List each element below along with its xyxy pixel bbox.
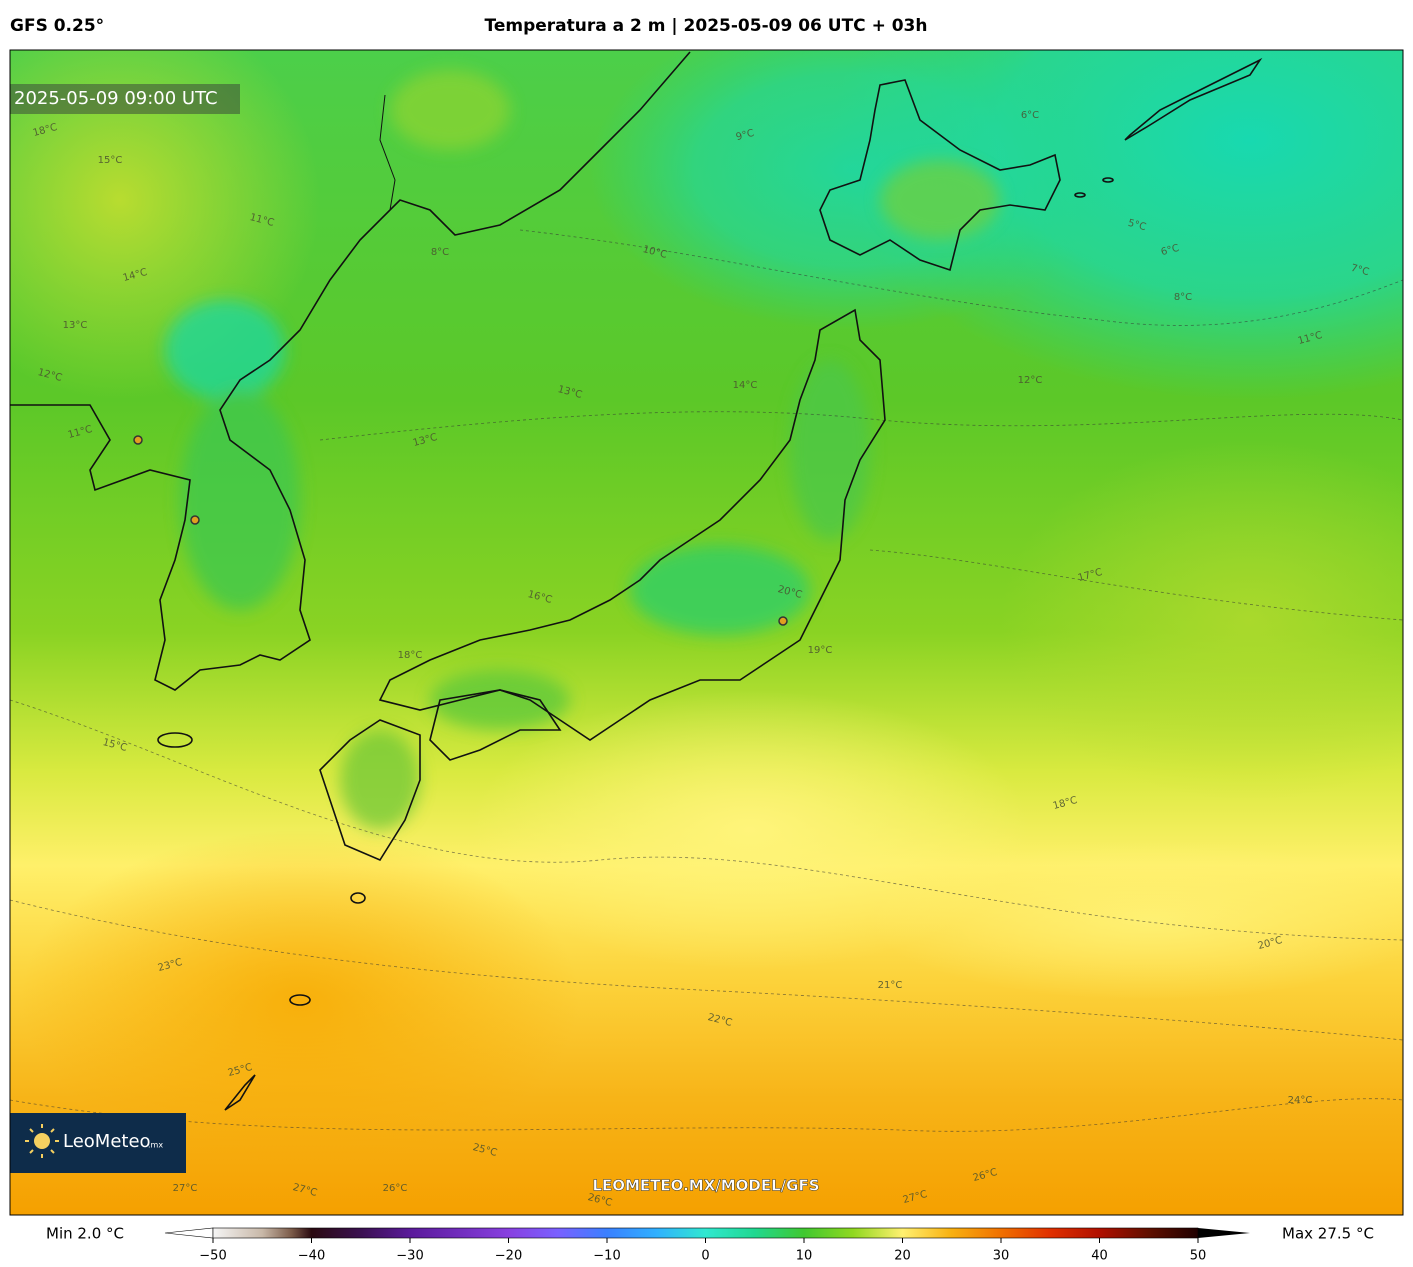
model-label: GFS 0.25° — [10, 16, 104, 36]
colorbar-tick-label: −50 — [199, 1249, 226, 1264]
contour-lines — [10, 229, 1403, 1132]
logo-icon — [25, 1124, 59, 1158]
watermark: LEOMETEO.MX/MODEL/GFS — [592, 1177, 819, 1195]
colorbar-low-extend — [164, 1227, 214, 1239]
map-area: 18°C15°C11°C14°C13°C12°C11°C8°C 10°C9°C6°… — [10, 50, 1403, 1215]
contour-label: 24°C — [1288, 1095, 1313, 1106]
contour-label: 13°C — [63, 320, 88, 331]
contour-label: 15°C — [98, 155, 123, 166]
contour-label: 9°C — [735, 128, 756, 143]
contour-label: 18°C — [398, 650, 423, 661]
colorbar-min: Min 2.0 °C — [46, 1225, 124, 1243]
city-markers — [133, 435, 788, 626]
contour-label: 8°C — [431, 247, 449, 258]
contour-label: 26°C — [383, 1183, 408, 1194]
colorbar-max: Max 27.5 °C — [1282, 1225, 1374, 1243]
contour-label: 6°C — [1160, 243, 1181, 258]
contour-label: 7°C — [1350, 263, 1371, 278]
logo-name: LeoMeteo — [63, 1131, 151, 1152]
contour-label: 8°C — [1174, 292, 1192, 303]
colorbar-tick-label: −10 — [593, 1249, 620, 1264]
colorbar-tick-label: −20 — [495, 1249, 522, 1264]
contour-label: 6°C — [1021, 110, 1039, 121]
contour-label: 14°C — [733, 380, 758, 391]
coastlines — [10, 51, 1263, 1111]
colorbar-tick-label: 30 — [993, 1249, 1010, 1264]
map-title: Temperatura a 2 m | 2025-05-09 06 UTC + … — [485, 16, 928, 36]
colorbar-tick-label: −40 — [298, 1249, 325, 1264]
map-frame — [9, 49, 1404, 1216]
colorbar-tick-label: 10 — [796, 1249, 813, 1264]
colorbar-tick-label: 40 — [1091, 1249, 1108, 1264]
colorbar-high-extend — [1198, 1228, 1250, 1238]
colorbar-tick-label: 20 — [894, 1249, 911, 1264]
valid-time: 2025-05-09 09:00 UTC — [14, 88, 218, 109]
contour-label: 19°C — [808, 645, 833, 656]
contour-label: 21°C — [878, 980, 903, 991]
contour-label: 27°C — [173, 1183, 198, 1194]
colorbar-tick-label: −30 — [396, 1249, 423, 1264]
logo-suffix: .mx — [148, 1141, 163, 1150]
colorbar-tick-label: 50 — [1190, 1249, 1207, 1264]
contour-label: 12°C — [1018, 375, 1043, 386]
colorbar-tick-label: 0 — [701, 1249, 709, 1264]
colorbar — [212, 1227, 1199, 1239]
contour-label: 5°C — [1127, 218, 1148, 233]
